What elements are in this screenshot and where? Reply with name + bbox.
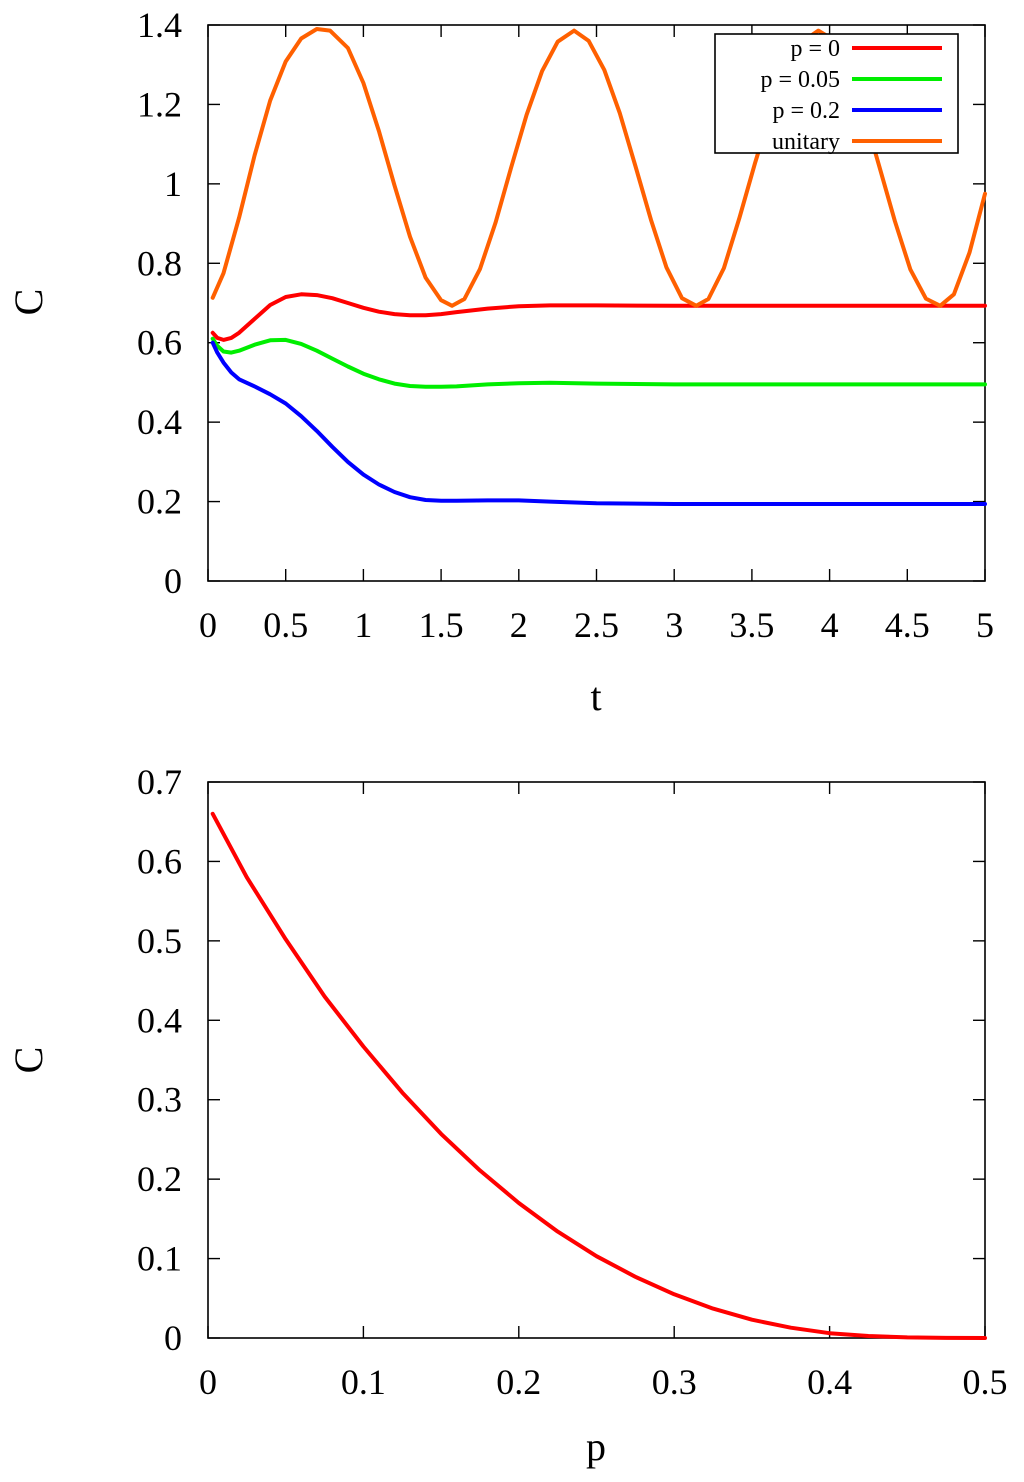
x-tick-label: 4: [821, 605, 839, 645]
x-tick-label: 3.5: [729, 605, 774, 645]
top-x-axis-label: t: [590, 674, 601, 719]
bottom-y-axis-label: C: [6, 1047, 51, 1074]
legend-label: unitary: [772, 129, 840, 155]
y-tick-label: 0.2: [137, 482, 182, 522]
x-tick-label: 0: [199, 605, 217, 645]
bottom-axis-ticks: 0 0.1 0.2 0.3 0.4 0.5 0 0.1 0.2 0.3 0.4 0.5 0.6 0.7: [137, 762, 1008, 1402]
legend-label: p = 0.2: [772, 98, 840, 124]
top-legend: p = 0 p = 0.05 p = 0.2 unitary: [714, 33, 959, 155]
x-tick-label: 3: [665, 605, 683, 645]
legend-box: [714, 33, 959, 154]
y-tick-label: 0.1: [137, 1239, 182, 1279]
x-tick-label: 0.1: [341, 1362, 386, 1402]
y-tick-label: 0.2: [137, 1159, 182, 1199]
legend-label: p = 0.05: [760, 67, 840, 93]
y-tick-label: 0.6: [137, 323, 182, 363]
top-panel-time-evolution: 0 0.5 1 1.5 2 2.5 3 3.5 4 4.5 5 0 0.2 0.4 0.6 0.8 1 1.2 1.…: [6, 5, 994, 719]
x-tick-label: 5: [976, 605, 994, 645]
y-tick-label: 0: [164, 1318, 182, 1358]
x-tick-label: 0.4: [807, 1362, 852, 1402]
x-tick-label: 0.3: [652, 1362, 697, 1402]
bottom-plot-frame: [207, 781, 986, 1339]
series-line-p-0-2: [210, 340, 987, 506]
y-tick-label: 0.5: [137, 921, 182, 961]
x-tick-label: 2: [510, 605, 528, 645]
x-tick-label: 4.5: [885, 605, 930, 645]
x-tick-label: 0.5: [963, 1362, 1008, 1402]
series-line-p-0-05: [210, 336, 987, 389]
x-tick-label: 1.5: [419, 605, 464, 645]
x-tick-label: 2.5: [574, 605, 619, 645]
y-tick-label: 1: [164, 164, 182, 204]
x-tick-label: 0.5: [263, 605, 308, 645]
series-line: [210, 811, 987, 1340]
bottom-x-axis-label: p: [586, 1424, 606, 1469]
bottom-series-lines: [210, 811, 987, 1340]
legend-label: p = 0: [790, 36, 840, 62]
y-tick-label: 0.4: [137, 402, 182, 442]
y-tick-label: 0.4: [137, 1000, 182, 1040]
top-series-lines: [210, 27, 987, 506]
y-tick-label: 0.3: [137, 1080, 182, 1120]
x-tick-label: 1: [354, 605, 372, 645]
top-axis-ticks: 0 0.5 1 1.5 2 2.5 3 3.5 4 4.5 5 0 0.2 0.4 0.6 0.8 1 1.2 1.…: [137, 5, 994, 645]
y-tick-label: 0.7: [137, 762, 182, 802]
y-tick-label: 0.8: [137, 243, 182, 283]
series-line-p-0: [210, 292, 987, 342]
y-tick-label: 1.4: [137, 5, 182, 45]
x-tick-label: 0.2: [496, 1362, 541, 1402]
bottom-panel-coherence-vs-p: 0 0.1 0.2 0.3 0.4 0.5 0 0.1 0.2 0.3 0.4 0.5 0.6 0.7 C…: [6, 762, 1008, 1469]
x-tick-label: 0: [199, 1362, 217, 1402]
y-tick-label: 1.2: [137, 84, 182, 124]
y-tick-label: 0.6: [137, 841, 182, 881]
top-y-axis-label: C: [6, 289, 51, 316]
y-tick-label: 0: [164, 561, 182, 601]
